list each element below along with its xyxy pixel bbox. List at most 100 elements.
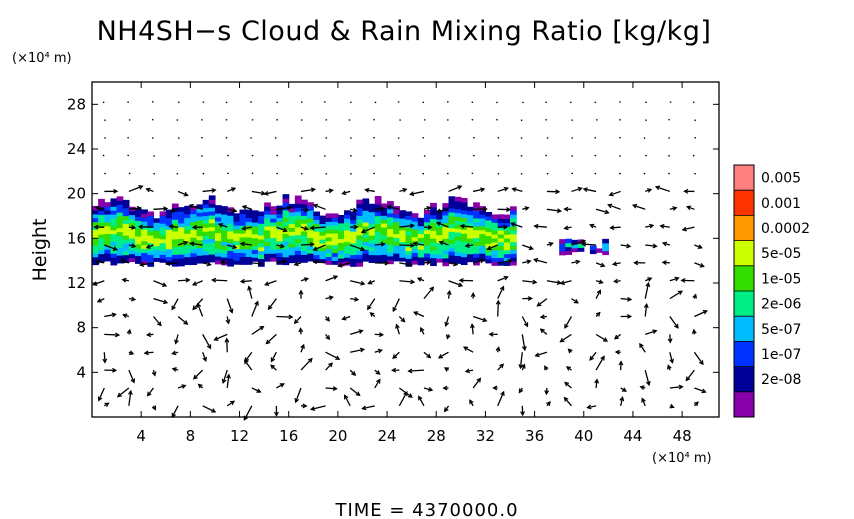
wind-vector — [177, 190, 188, 196]
wind-vector-head — [699, 262, 705, 268]
cloud-cell — [362, 225, 370, 231]
wind-vector-head — [544, 390, 550, 396]
wind-vector-head — [500, 390, 505, 397]
wind-vector — [639, 343, 646, 353]
cloud-cell — [337, 226, 345, 232]
cloud-cell — [165, 244, 173, 250]
cloud-cell — [135, 251, 142, 257]
cloud-cell — [473, 249, 480, 254]
wind-vector — [655, 186, 671, 193]
cloud-cell — [294, 222, 302, 228]
wind-vector-head — [191, 224, 197, 230]
wind-vector-head — [328, 362, 333, 368]
cloud-cell — [184, 256, 191, 262]
cloud-cell — [350, 250, 357, 256]
cloud-cell — [387, 255, 394, 261]
wind-vector-head — [183, 320, 189, 325]
cloud-cell — [510, 237, 517, 243]
wind-vector — [595, 379, 598, 389]
wind-vector-head — [564, 323, 569, 329]
wind-vector — [244, 359, 253, 371]
cloud-cell — [399, 249, 407, 254]
cloud-cell — [110, 202, 118, 207]
wind-vector — [589, 351, 597, 361]
cloud-cell — [171, 242, 179, 248]
cloud-cell — [454, 204, 462, 210]
wind-vector-head — [594, 378, 600, 384]
colorbar-swatch — [734, 215, 754, 242]
wind-vector — [294, 316, 302, 324]
cloud-cell — [196, 204, 204, 209]
cloud-cell — [423, 221, 431, 227]
cloud-cell — [497, 233, 505, 239]
wind-vector-head — [595, 311, 601, 317]
wind-vector-head — [495, 299, 501, 305]
cloud-cell — [301, 203, 308, 209]
cloud-cell — [301, 246, 308, 252]
cloud-cell — [110, 206, 118, 211]
cloud-cell — [276, 240, 284, 246]
wind-vector — [395, 324, 400, 335]
wind-vector — [365, 189, 375, 193]
cloud-cell — [362, 241, 370, 246]
cloud-cell — [510, 257, 517, 262]
cloud-cell — [288, 227, 296, 232]
cloud-cell — [356, 258, 364, 263]
wind-vector — [227, 208, 237, 212]
wind-vector-head — [524, 206, 530, 211]
wind-vector — [214, 333, 228, 341]
cloud-cell — [503, 230, 511, 235]
cloud-cell — [251, 253, 259, 258]
cloud-cell — [122, 203, 130, 209]
wind-vector-head — [300, 343, 305, 349]
cloud-cell — [337, 250, 345, 255]
wind-vector-head — [112, 246, 119, 251]
wind-vector — [399, 262, 412, 266]
cloud-cell — [374, 211, 382, 217]
cloud-cell — [122, 250, 130, 256]
cloud-cell — [491, 253, 499, 259]
cloud-cell — [159, 223, 167, 228]
wind-vector — [571, 240, 586, 246]
cloud-cell — [325, 225, 333, 230]
cloud-cell — [460, 201, 468, 207]
cloud-cell — [491, 230, 499, 235]
cloud-cell — [288, 250, 296, 256]
cloud-cell — [448, 227, 456, 233]
cloud-cell — [257, 242, 265, 248]
wind-vector-head — [600, 262, 606, 268]
cloud-cell — [510, 249, 517, 254]
cloud-cell — [98, 245, 105, 251]
colorbar: 0.0050.0010.00025e-051e-052e-065e-071e-0… — [733, 164, 810, 418]
cloud-cell — [122, 215, 130, 221]
wind-vector-head — [171, 305, 176, 311]
cloud-cell — [374, 250, 382, 256]
cloud-cell — [337, 238, 345, 243]
cloud-cell — [282, 209, 290, 215]
colorbar-swatch — [734, 265, 754, 292]
cloud-cell — [301, 230, 308, 236]
cloud-cell — [135, 243, 142, 249]
cloud-cell — [374, 196, 382, 201]
cloud-cell — [227, 215, 234, 220]
cloud-cell — [374, 219, 382, 225]
cloud-cell — [405, 234, 413, 240]
cloud-cell — [313, 250, 321, 256]
wind-vector — [423, 286, 434, 300]
wind-vector-head — [613, 334, 619, 340]
wind-vector-head — [518, 388, 524, 394]
wind-vector-head — [156, 321, 162, 327]
cloud-cell — [257, 227, 265, 232]
cloud-cell — [399, 237, 407, 243]
cloud-cell — [565, 250, 573, 255]
wind-vector-head — [533, 223, 539, 229]
wind-vector-head — [380, 241, 386, 247]
cloud-cell — [282, 244, 290, 250]
cloud-cell — [510, 225, 517, 231]
wind-vector — [202, 352, 207, 362]
cloud-cell — [178, 226, 185, 232]
cloud-cell — [171, 234, 179, 240]
wind-vector-head — [221, 378, 227, 384]
cloud-cell — [141, 221, 148, 226]
cloud-cell — [301, 258, 308, 263]
